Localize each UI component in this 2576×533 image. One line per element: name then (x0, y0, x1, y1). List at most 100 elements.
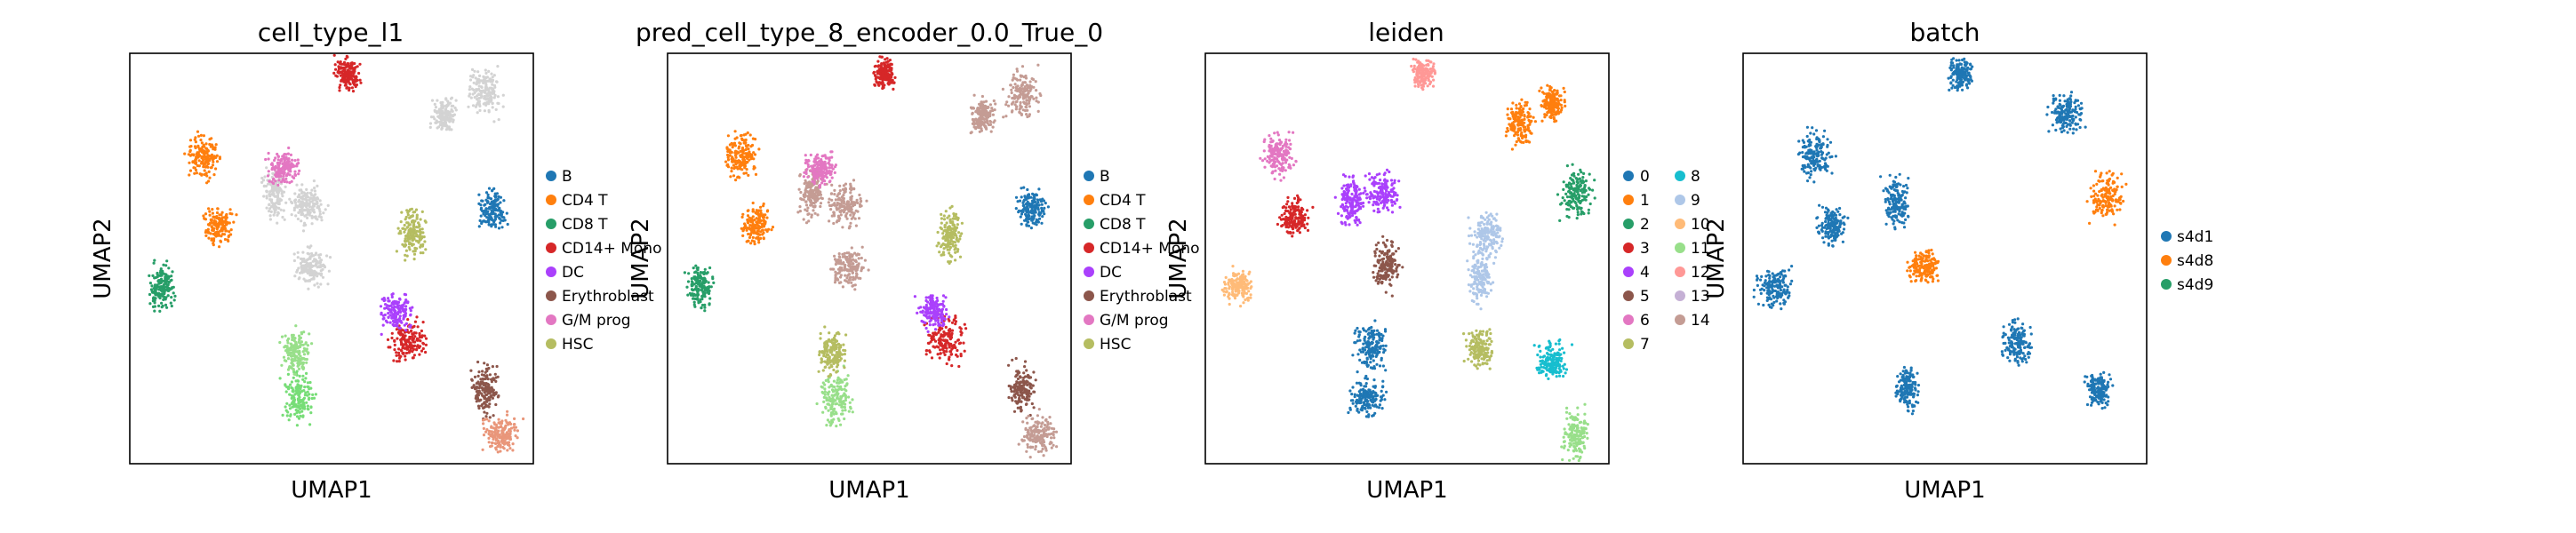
data-point (706, 286, 709, 290)
data-point (309, 405, 313, 410)
data-point (839, 213, 843, 217)
data-point (816, 153, 820, 156)
data-point (827, 380, 830, 384)
data-point (837, 332, 841, 336)
data-point (411, 220, 414, 224)
data-point (712, 281, 716, 284)
data-point (359, 81, 363, 84)
data-point (1014, 107, 1018, 111)
data-point (285, 163, 290, 166)
data-point (827, 409, 830, 412)
data-point (216, 207, 220, 211)
data-point (308, 274, 312, 277)
data-point (1036, 109, 1040, 113)
data-point (836, 385, 839, 388)
data-point (406, 213, 410, 217)
data-point (494, 215, 498, 219)
data-point (394, 309, 397, 313)
data-point (757, 241, 761, 244)
data-point (1012, 93, 1016, 97)
data-point (820, 196, 824, 201)
data-point (188, 161, 191, 164)
data-point (285, 338, 290, 342)
data-point (885, 64, 890, 68)
legend-marker (546, 195, 556, 205)
data-point (485, 79, 489, 83)
data-point (471, 76, 475, 79)
data-point (885, 57, 889, 60)
data-point (815, 181, 819, 186)
data-point (475, 382, 479, 386)
data-point (692, 282, 696, 286)
data-point (854, 266, 858, 270)
data-point (386, 338, 390, 341)
data-point (836, 277, 839, 281)
data-point (758, 209, 762, 212)
data-point (1010, 110, 1014, 114)
data-point (188, 169, 193, 172)
data-point (491, 88, 494, 91)
data-point (501, 93, 505, 97)
data-point (824, 155, 828, 159)
data-point (1020, 195, 1023, 199)
data-point (841, 196, 844, 200)
data-point (485, 400, 489, 403)
data-point (501, 431, 505, 435)
data-point (430, 99, 435, 102)
data-point (220, 229, 224, 233)
data-point (148, 274, 151, 277)
data-point (830, 338, 835, 341)
data-point (696, 275, 700, 279)
data-point (830, 176, 834, 179)
data-point (272, 193, 276, 196)
data-point (844, 409, 847, 412)
data-point (406, 347, 410, 351)
data-point (266, 174, 270, 178)
data-point (484, 370, 487, 374)
data-point (280, 157, 284, 161)
data-point (172, 291, 175, 295)
data-point (833, 281, 837, 284)
data-point (1035, 99, 1038, 103)
data-point (487, 187, 492, 190)
data-point (275, 173, 279, 177)
data-point (509, 426, 514, 430)
data-point (196, 130, 200, 133)
data-point (412, 258, 416, 261)
data-point (882, 61, 886, 65)
data-point (273, 158, 276, 163)
data-point (799, 190, 803, 195)
data-point (432, 115, 436, 119)
data-point (1004, 103, 1008, 107)
data-point (210, 225, 213, 228)
data-point (811, 201, 815, 205)
data-point (308, 393, 311, 396)
data-point (886, 82, 890, 85)
data-point (1039, 200, 1044, 203)
data-point (829, 413, 833, 417)
data-point (306, 404, 309, 408)
data-point (294, 214, 298, 218)
data-point (816, 192, 820, 195)
cluster-cloud (386, 315, 428, 363)
data-point (333, 63, 337, 67)
data-point (303, 221, 307, 225)
data-point (264, 184, 268, 188)
data-point (837, 397, 841, 401)
data-point (488, 416, 492, 419)
data-point (292, 402, 295, 406)
data-point (832, 394, 836, 397)
data-point (806, 163, 810, 166)
data-point (324, 208, 327, 211)
data-point (308, 255, 312, 259)
data-point (166, 274, 170, 278)
data-point (1024, 74, 1028, 78)
data-point (435, 119, 438, 123)
data-point (872, 71, 876, 75)
data-point (289, 383, 292, 386)
data-point (485, 393, 489, 396)
data-point (477, 225, 481, 228)
data-point (388, 305, 391, 308)
data-point (1029, 87, 1033, 91)
